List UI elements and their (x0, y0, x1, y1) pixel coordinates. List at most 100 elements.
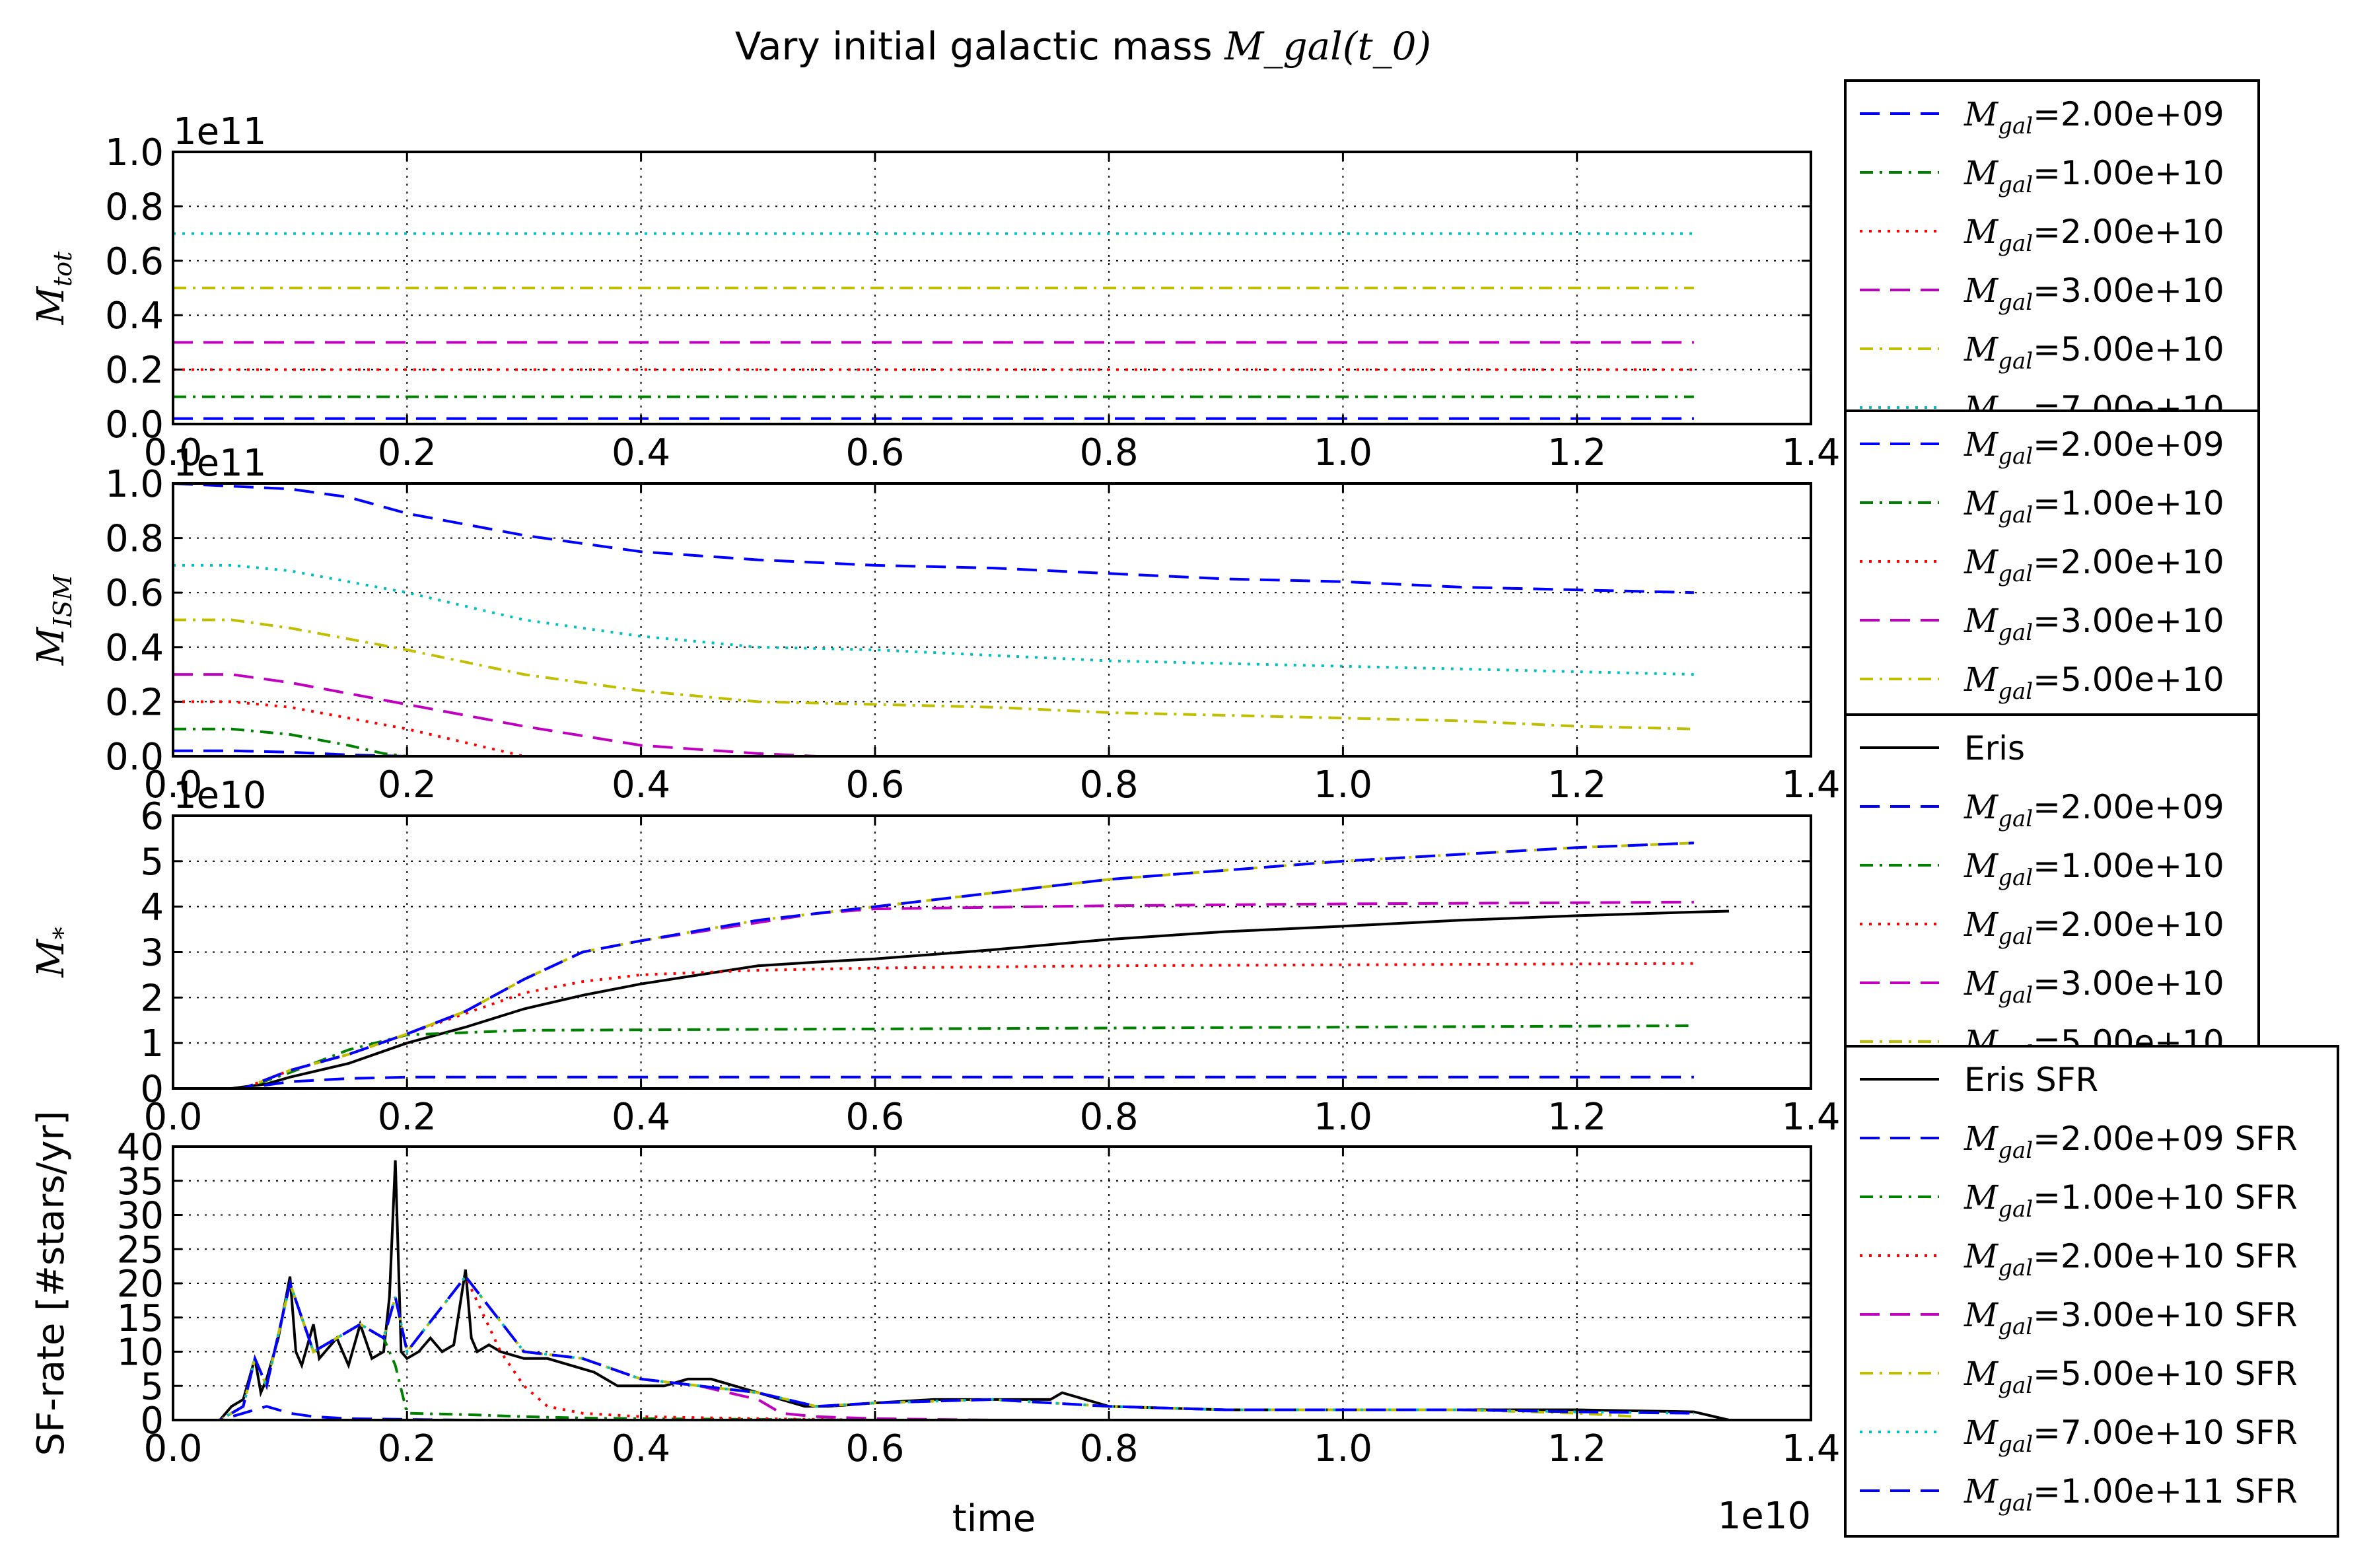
y-tick-label: 2 (140, 977, 164, 1020)
x-tick-label: 1.0 (1314, 1096, 1372, 1139)
x-tick-label: 1.4 (1781, 431, 1840, 474)
y-tick-label: 0.8 (105, 518, 164, 561)
legend-label-base: M (1963, 1472, 1999, 1511)
legend-label-base: M (1963, 1023, 1999, 1061)
legend-label-sub: gal (1998, 1255, 2033, 1281)
legend-label-base: M (1963, 484, 1999, 522)
legend-label-rest: =3.00e+10 (2033, 964, 2224, 1003)
legend-label: Mgal=2.00e+09 (1963, 95, 2224, 139)
legend-label-sub: gal (1998, 172, 2033, 198)
panels: 0.0 0.2 0.4 0.6 0.8 1.0 1.2 1.40.00.20.40.60.81… (30, 79, 2339, 1538)
legend-label-rest: =1.00e+10 (2033, 484, 2224, 522)
legend-label-rest: =1.00e+11 SFR (2033, 1472, 2298, 1511)
legend-label-sub: gal (1998, 1431, 2033, 1458)
legend-label-rest: =2.00e+10 SFR (2033, 1237, 2298, 1275)
legend-label-rest: =2.00e+09 (2033, 425, 2224, 464)
legend-label-base: M (1963, 95, 1999, 133)
y-tick-label: 4 (140, 886, 164, 929)
legend-label-rest: =2.00e+09 (2033, 788, 2224, 826)
legend-3: ErisMgal=2.00e+09Mgal=1.00e+10Mgal=2.00e… (1844, 713, 2260, 1061)
series-line (173, 563, 1694, 676)
legend-label-rest: =3.00e+10 (2033, 271, 2224, 310)
x-tick-label: 0.0 (143, 1427, 202, 1470)
y-tick-label: 0.6 (105, 572, 164, 615)
y-tick-label: 5 (140, 841, 164, 884)
y-axis-label-base: M (30, 626, 73, 666)
series-line (173, 1274, 1694, 1421)
legend-label-rest: =2.00e+10 (2033, 543, 2224, 581)
legend-label-base: M (1963, 271, 1999, 310)
legend-label: Mgal=2.00e+09 (1963, 788, 2224, 832)
y-axis-label: MISM (30, 574, 77, 666)
series-line (173, 618, 1694, 731)
legend-label-sub: gal (1998, 113, 2033, 139)
x-tick-label: 0.0 (143, 1096, 202, 1139)
y-tick-label: 15 (117, 1297, 164, 1340)
legend-label-base: M (1963, 1355, 1999, 1393)
plot-frame (172, 151, 1812, 425)
series-line (173, 909, 1730, 1090)
plot-frame (172, 482, 1812, 758)
x-tick-label: 0.8 (1080, 1427, 1139, 1470)
y-tick-label: 1.0 (105, 463, 164, 506)
legend-box (1844, 1045, 2339, 1538)
x-tick-label: 1.4 (1781, 1096, 1840, 1139)
legend-label: Mgal=2.00e+10 (1963, 213, 2224, 257)
legend-1: Mgal=2.00e+09Mgal=1.00e+10Mgal=2.00e+10M… (1844, 79, 2260, 427)
series-line (173, 727, 407, 758)
legend-label-sub: gal (1998, 289, 2033, 316)
chart-panel-1: 0.0 0.2 0.4 0.6 0.8 1.0 1.2 1.40.00.20.40.60.81… (30, 110, 1841, 474)
figure-title-math: M_gal(t_0) (1224, 24, 1431, 69)
x-axis-offset: 1e10 (1718, 1495, 1811, 1538)
legend-label-rest: =3.00e+10 (2033, 602, 2224, 640)
legend-label-base: M (1963, 330, 1999, 369)
legend-label-rest: =7.00e+10 SFR (2033, 1413, 2298, 1452)
legend-label-sub: gal (1998, 1137, 2033, 1164)
legend-label-rest: =1.00e+10 SFR (2033, 1178, 2298, 1217)
series-line (173, 1274, 1636, 1421)
legend-label-rest: =5.00e+10 (2033, 660, 2224, 699)
legend-label: Eris (1964, 729, 2025, 767)
x-tick-label: 0.2 (378, 431, 437, 474)
legend-label-base: M (1963, 964, 1999, 1003)
legend-label: Mgal=3.00e+10 (1963, 271, 2224, 316)
y-offset-label: 1e11 (173, 110, 266, 153)
y-tick-label: 25 (117, 1229, 164, 1271)
x-tick-label: 1.0 (1314, 431, 1372, 474)
legend-label-sub: gal (1998, 620, 2033, 646)
x-tick-label: 0.2 (378, 764, 437, 806)
x-tick-label: 1.4 (1781, 1427, 1840, 1470)
legend-label-base: M (1963, 389, 1999, 427)
x-tick-label: 0.4 (612, 764, 670, 806)
legend-label: Mgal=3.00e+10 (1963, 964, 2224, 1009)
legend-label-base: M (1963, 1237, 1999, 1275)
y-tick-label: 1 (140, 1022, 164, 1065)
x-tick-label: 0.6 (845, 1096, 904, 1139)
legend-label-rest: =2.00e+10 (2033, 213, 2224, 251)
legend-label-base: M (1963, 602, 1999, 640)
legend-label-base: M (1963, 425, 1999, 464)
x-tick-label: 0.4 (612, 1427, 670, 1470)
y-offset-label: 1e11 (173, 442, 266, 485)
x-tick-label: 1.4 (1781, 764, 1840, 806)
legend-label-base: M (1963, 213, 1999, 251)
legend-label-rest: =1.00e+10 (2033, 847, 2224, 885)
legend-label: Mgal=1.00e+11 SFR (1963, 1472, 2298, 1516)
figure-title-text: Vary initial galactic mass (735, 24, 1213, 69)
x-tick-label: 0.2 (378, 1096, 437, 1139)
y-tick-label: 0 (140, 1068, 164, 1111)
legend-label-rest: =2.00e+10 (2033, 906, 2224, 944)
legend-label-sub: gal (1998, 1314, 2033, 1340)
x-tick-label: 0.8 (1080, 1096, 1139, 1139)
x-tick-label: 0.6 (845, 764, 904, 806)
y-tick-label: 20 (117, 1263, 164, 1306)
legend-label-base: M (1963, 788, 1999, 826)
x-tick-label: 0.6 (845, 431, 904, 474)
y-tick-label: 40 (117, 1126, 164, 1169)
series-line (173, 841, 1694, 1090)
legend-label-base: M (1963, 1178, 1999, 1217)
y-tick-label: 1.0 (105, 131, 164, 174)
